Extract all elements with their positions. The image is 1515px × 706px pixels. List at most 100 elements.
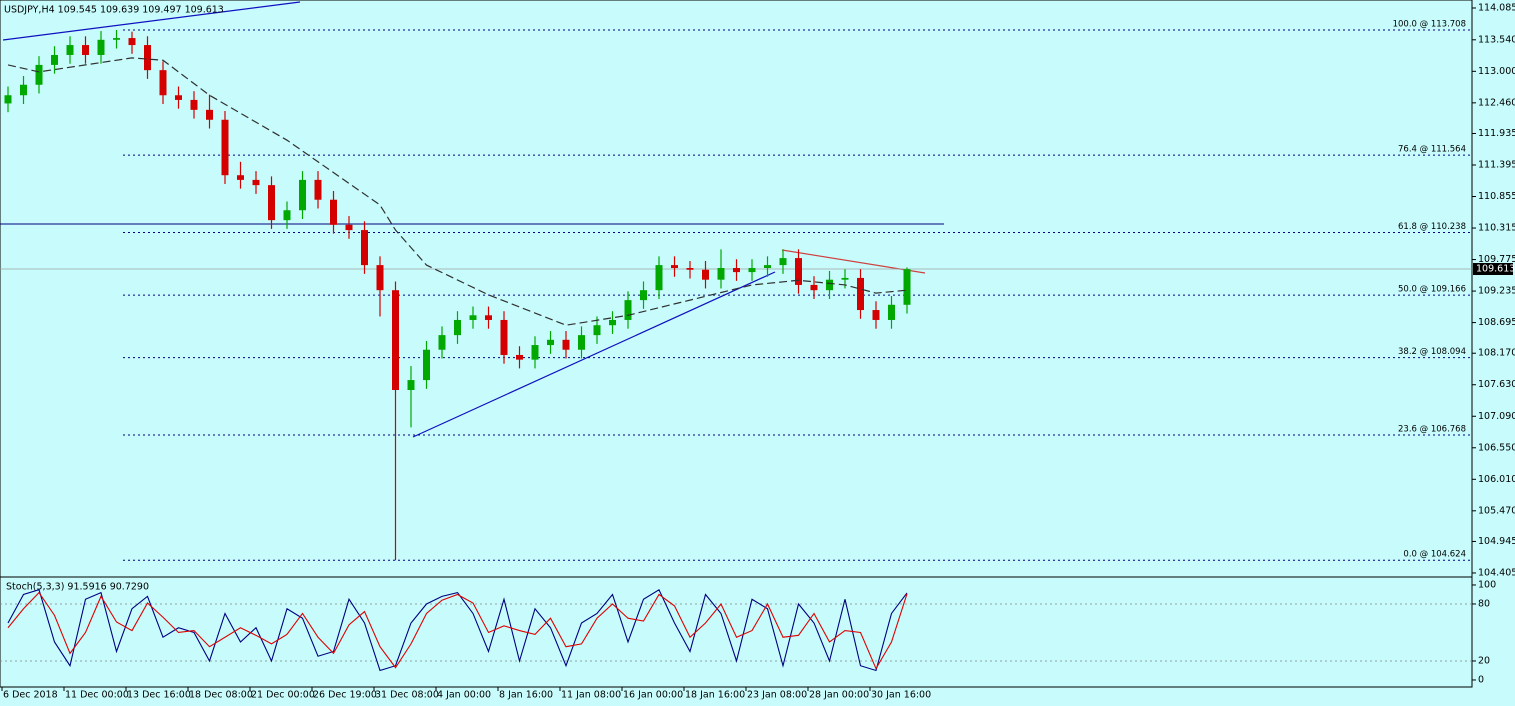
candle-body [485, 315, 492, 320]
candle-body [903, 269, 911, 305]
y-tick-label: 110.315 [1478, 223, 1515, 234]
candle-body [748, 268, 756, 273]
y-tick-label: 106.550 [1478, 442, 1515, 453]
candle-body [686, 268, 694, 270]
candle-body [857, 277, 864, 311]
candle-body [826, 279, 833, 291]
candle-body [454, 319, 461, 336]
candle-body [376, 265, 384, 291]
stoch-line [7, 588, 908, 672]
candle-body [640, 290, 647, 301]
x-tick-label: 6 Dec 2018 [3, 690, 58, 701]
fib-label: 23.6 @ 106.768 [1398, 425, 1466, 435]
y-tick-label: 20 [1478, 655, 1490, 666]
candle-body [717, 268, 725, 280]
x-tick-label: 11 Dec 00:00 [65, 690, 129, 701]
candle-body [872, 310, 880, 320]
candle-body [82, 45, 89, 55]
candle-body [438, 335, 446, 350]
candle-body [51, 54, 58, 65]
y-tick-label: 111.935 [1478, 128, 1515, 139]
x-tick-label: 8 Jan 16:00 [499, 690, 553, 701]
y-tick-label: 107.630 [1478, 379, 1515, 390]
y-tick-label: 107.090 [1478, 411, 1515, 422]
candle-body [345, 224, 353, 231]
y-tick-label: 105.470 [1478, 505, 1515, 516]
current-price-box [1473, 263, 1513, 276]
y-tick-label: 108.695 [1478, 317, 1515, 328]
candle-body [888, 304, 895, 320]
candle-body [97, 39, 105, 55]
candle-body [810, 284, 818, 291]
candle-body [175, 95, 182, 100]
fib-label: 100.0 @ 113.708 [1393, 19, 1466, 29]
candle-body [609, 319, 616, 326]
candle-body [361, 230, 368, 266]
fib-label: 76.4 @ 111.564 [1398, 145, 1466, 155]
candle-body [562, 339, 570, 350]
y-tick-label: 108.170 [1478, 348, 1515, 359]
candle-body [841, 277, 849, 280]
candle-body [35, 64, 43, 85]
candle-body [206, 109, 213, 120]
y-tick-label: 111.395 [1478, 159, 1515, 170]
candle-body [469, 315, 477, 320]
x-tick-label: 30 Jan 16:00 [871, 690, 931, 701]
candle-body [330, 199, 337, 225]
stoch-line [7, 591, 908, 670]
candle-body [159, 70, 167, 96]
x-tick-label: 31 Dec 08:00 [375, 690, 439, 701]
candle-body [190, 99, 198, 110]
candle-body [779, 258, 787, 266]
y-tick-label: 0 [1478, 674, 1484, 685]
candle-body [407, 380, 415, 390]
candle-body [20, 84, 27, 96]
candle-body [144, 45, 151, 71]
y-tick-label: 113.540 [1478, 34, 1515, 45]
candle-body [4, 95, 12, 104]
candle-body [237, 175, 244, 180]
y-tick-label: 100 [1478, 579, 1496, 590]
candle-body [500, 319, 508, 355]
fib-label: 50.0 @ 109.166 [1398, 285, 1466, 295]
candle-body [702, 269, 709, 280]
y-tick-label: 104.405 [1478, 567, 1515, 578]
x-tick-label: 18 Jan 16:00 [685, 690, 745, 701]
chart-header: USDJPY,H4 109.545 109.639 109.497 109.61… [4, 5, 224, 16]
candle-body [593, 325, 601, 336]
candle-body [795, 258, 802, 285]
candle-body [314, 179, 322, 200]
candle-body [252, 179, 260, 186]
y-tick-label: 109.235 [1478, 286, 1515, 297]
x-tick-label: 28 Jan 00:00 [809, 690, 869, 701]
fib-label: 0.0 @ 104.624 [1403, 550, 1466, 560]
candle-body [299, 179, 306, 211]
x-tick-label: 18 Dec 08:00 [189, 690, 253, 701]
y-tick-label: 112.460 [1478, 97, 1515, 108]
candle-body [66, 45, 74, 55]
candle-body [113, 38, 120, 40]
candle-body [624, 300, 632, 320]
y-tick-label: 80 [1478, 598, 1490, 609]
candle-body [423, 349, 430, 381]
y-tick-label: 113.000 [1478, 66, 1515, 77]
fib-label: 38.2 @ 108.094 [1398, 347, 1466, 357]
candle-body [764, 265, 771, 269]
candle-body [128, 38, 136, 46]
trend-line [412, 271, 776, 438]
current-price-label: 109.613 [1476, 264, 1515, 275]
candle-body [578, 335, 585, 350]
stoch-title: Stoch(5,3,3) 91.5916 90.7290 [6, 582, 149, 593]
candle-body [733, 268, 740, 273]
candle-body [531, 345, 539, 360]
y-tick-label: 106.010 [1478, 474, 1515, 485]
stoch-panel [0, 576, 1473, 688]
x-tick-label: 23 Jan 08:00 [747, 690, 807, 701]
y-tick-label: 110.855 [1478, 191, 1515, 202]
candle-body [547, 339, 554, 346]
candle-body [392, 290, 399, 390]
candle-body [268, 185, 275, 221]
x-tick-label: 21 Dec 00:00 [251, 690, 315, 701]
